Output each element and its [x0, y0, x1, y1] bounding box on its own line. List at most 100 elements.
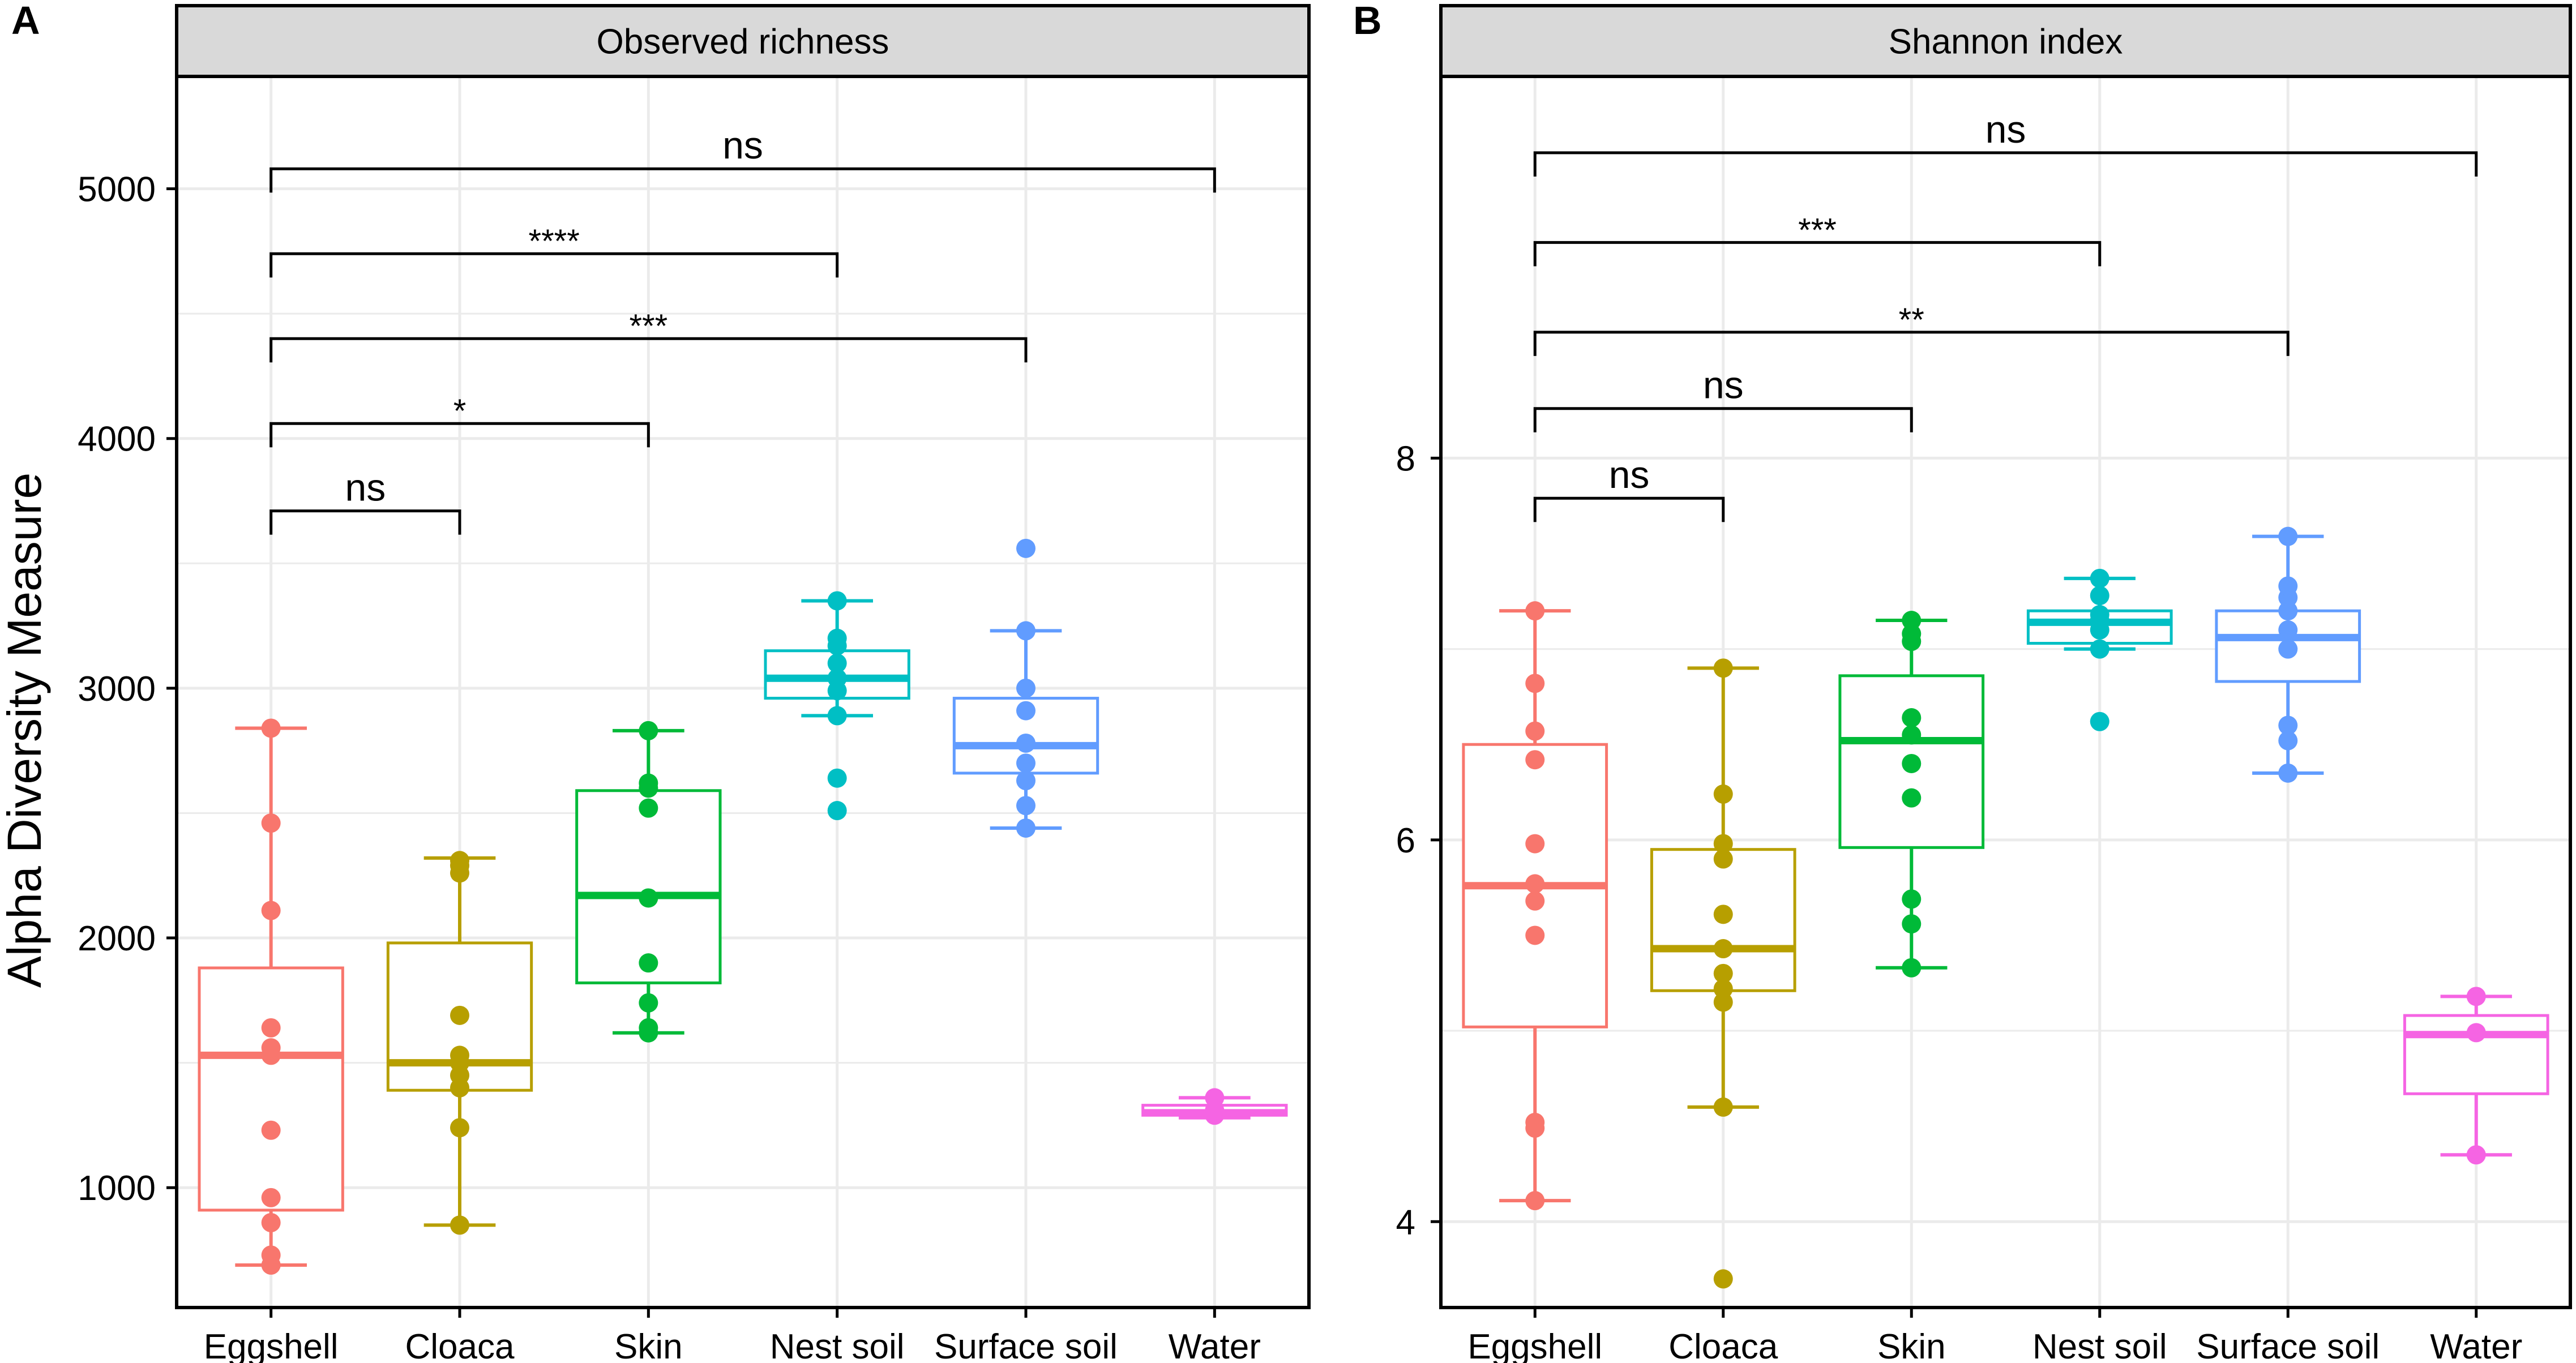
boxplot-water	[1141, 1088, 1288, 1125]
boxplot-cloaca	[1650, 658, 1796, 1289]
y-tick-label: 6	[1396, 821, 1415, 860]
data-point	[639, 1018, 658, 1038]
significance-label: *	[453, 393, 467, 430]
box	[198, 966, 344, 1212]
data-point	[1902, 725, 1922, 745]
data-point	[450, 1215, 469, 1235]
boxplot-cloaca	[386, 851, 533, 1235]
significance-bracket: ns	[1533, 453, 1725, 522]
panel-border	[1439, 75, 2572, 1309]
data-point	[261, 1120, 281, 1140]
data-point	[1902, 708, 1922, 728]
data-point	[1525, 834, 1545, 854]
x-tick-label: Eggshell	[204, 1327, 339, 1363]
data-point	[1205, 1088, 1225, 1108]
significance-bracket: ***	[1533, 212, 2102, 267]
bracket-line	[1533, 241, 2102, 267]
data-point	[1525, 674, 1545, 693]
data-point	[827, 668, 847, 688]
boxplot-surface-soil	[2215, 526, 2361, 783]
panel-letter: A	[11, 0, 40, 42]
bracket-line	[1533, 496, 1725, 522]
significance-bracket: ***	[269, 308, 1028, 363]
x-tick-label: Cloaca	[405, 1327, 515, 1363]
data-point	[639, 888, 658, 908]
significance-bracket: ns	[1533, 364, 1913, 432]
data-point	[1713, 905, 1733, 924]
data-point	[639, 798, 658, 818]
significance-bracket: ns	[269, 124, 1216, 193]
bracket-line	[269, 509, 461, 535]
facet-strip	[175, 4, 1311, 78]
data-point	[261, 1213, 281, 1232]
boxplot-nest-soil	[2026, 568, 2173, 731]
bracket-line	[269, 337, 1028, 363]
data-point	[2278, 526, 2298, 546]
data-point	[2090, 586, 2109, 606]
significance-bracket: **	[1533, 302, 2290, 356]
data-point	[450, 851, 469, 871]
x-tick-label: Nest soil	[2032, 1327, 2167, 1363]
boxplot-eggshell	[198, 718, 344, 1275]
bracket-line	[269, 252, 839, 278]
data-point	[1525, 1112, 1545, 1132]
data-point	[1016, 753, 1035, 773]
x-tick-label: Nest soil	[770, 1327, 905, 1363]
significance-bracket: *	[269, 393, 650, 448]
data-point	[639, 721, 658, 740]
plot-background	[1441, 76, 2570, 1308]
data-point	[2090, 568, 2109, 588]
data-point	[827, 706, 847, 726]
data-point	[827, 653, 847, 673]
x-tick-label: Skin	[614, 1327, 683, 1363]
data-point	[2278, 639, 2298, 659]
data-point	[261, 901, 281, 920]
data-point	[1016, 538, 1035, 558]
data-point	[261, 1188, 281, 1207]
significance-label: ns	[1703, 364, 1744, 407]
bracket-line	[269, 422, 650, 448]
y-tick-label: 8	[1396, 439, 1415, 478]
data-point	[639, 993, 658, 1013]
data-point	[1016, 796, 1035, 816]
y-axis-label: Alpha Diversity Measure	[0, 473, 51, 988]
data-point	[1016, 771, 1035, 791]
data-point	[827, 801, 847, 821]
boxplot-water	[2403, 987, 2549, 1165]
data-point	[1713, 834, 1733, 854]
data-point	[1525, 601, 1545, 621]
data-point	[2278, 576, 2298, 596]
data-point	[261, 1018, 281, 1038]
data-point	[1713, 849, 1733, 869]
data-point	[2466, 1023, 2486, 1043]
facet-strip	[1439, 4, 2572, 78]
panel-letter: B	[1353, 0, 1382, 42]
data-point	[450, 1005, 469, 1025]
facet-title: Shannon index	[1889, 23, 2123, 62]
x-tick-label: Water	[2430, 1327, 2522, 1363]
y-tick-label: 5000	[78, 170, 156, 209]
data-point	[2278, 763, 2298, 783]
boxplot-surface-soil	[952, 538, 1099, 838]
data-point	[827, 628, 847, 648]
significance-label: **	[1899, 302, 1924, 338]
data-point	[639, 773, 658, 793]
y-tick-label: 4000	[78, 420, 156, 459]
data-point	[1902, 788, 1922, 808]
data-point	[1525, 891, 1545, 911]
data-point	[1902, 889, 1922, 909]
data-point	[1713, 784, 1733, 804]
significance-label: ns	[1986, 108, 2026, 151]
data-point	[827, 768, 847, 788]
data-point	[1016, 733, 1035, 753]
boxplot-eggshell	[1462, 601, 1608, 1211]
data-point	[2090, 711, 2109, 731]
bracket-line	[269, 167, 1216, 193]
data-point	[1525, 750, 1545, 770]
data-point	[2466, 987, 2486, 1006]
data-point	[2278, 731, 2298, 751]
data-point	[1713, 992, 1733, 1012]
x-tick-label: Water	[1169, 1327, 1261, 1363]
data-point	[1016, 678, 1035, 698]
data-point	[2090, 605, 2109, 624]
